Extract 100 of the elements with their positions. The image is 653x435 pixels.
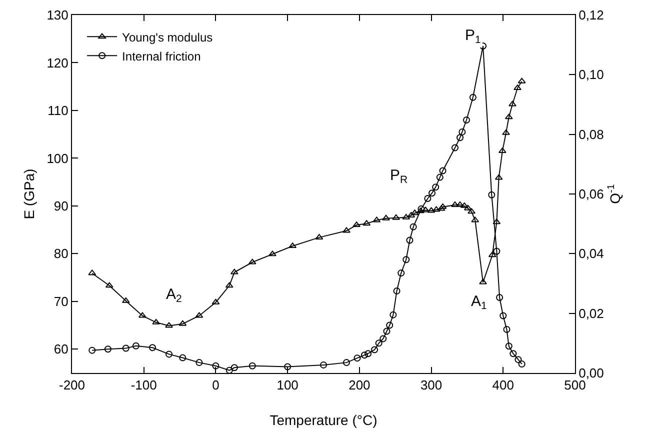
point [505, 342, 512, 350]
point [416, 208, 424, 214]
point [502, 129, 510, 135]
y-tick-label: 110 [48, 103, 68, 118]
point [428, 190, 436, 197]
y2-tick-label: 0,10 [578, 67, 604, 82]
point [342, 359, 350, 366]
point [458, 128, 466, 136]
y-tick-label: 70 [54, 294, 68, 309]
y2-tick-label: 0,12 [578, 8, 604, 23]
point [284, 363, 292, 370]
point [422, 206, 430, 212]
point [439, 167, 446, 174]
point [410, 210, 419, 216]
y-tick-label: 100 [46, 150, 68, 166]
point [196, 359, 203, 366]
point [496, 294, 504, 302]
y-tick-label: 90 [54, 198, 68, 214]
point [398, 270, 405, 277]
point [354, 354, 361, 362]
point [380, 335, 387, 342]
point [471, 216, 480, 222]
point [488, 191, 496, 198]
x-tick-label: 200 [348, 378, 370, 393]
point [371, 346, 378, 354]
point [407, 212, 416, 218]
point [480, 42, 487, 50]
y2-tick-label: 0,08 [578, 126, 604, 142]
point [132, 342, 140, 350]
point [230, 364, 238, 372]
point [248, 362, 256, 370]
annotation: P$_{1}$ [465, 27, 482, 46]
point [510, 350, 517, 358]
point [362, 220, 371, 226]
point [469, 94, 476, 101]
point [360, 352, 368, 359]
point [88, 346, 96, 354]
point [492, 218, 501, 224]
point [372, 216, 381, 222]
point [386, 322, 394, 329]
point [432, 206, 440, 212]
point [463, 116, 470, 124]
point [383, 328, 390, 335]
point [165, 322, 173, 328]
point [493, 248, 500, 255]
point [518, 78, 526, 84]
x-axis-title: Temperature (°C) [270, 412, 378, 428]
point [382, 214, 390, 220]
y-tick-label: 130 [46, 8, 68, 23]
point [393, 287, 400, 294]
y-tick-label: 60 [54, 342, 68, 357]
point [248, 258, 256, 264]
point [122, 297, 130, 303]
point [178, 320, 187, 326]
point [226, 366, 233, 374]
point [508, 100, 516, 106]
point [488, 252, 496, 258]
x-tick-label: -100 [130, 378, 157, 393]
legend-label: Internal friction [122, 49, 201, 64]
point [375, 340, 382, 347]
point [320, 361, 327, 368]
point [288, 242, 297, 248]
point [315, 234, 324, 240]
point [225, 282, 234, 288]
annotation: A$_{2}$ [166, 286, 182, 306]
point [456, 134, 464, 142]
point [468, 208, 476, 214]
point [503, 326, 510, 333]
x-tick-label: 100 [276, 378, 298, 393]
legend-label: Young's modulus [122, 30, 213, 44]
point [437, 205, 446, 211]
point [104, 346, 112, 353]
point [268, 250, 276, 256]
point [436, 174, 444, 181]
point [410, 223, 417, 230]
point [518, 360, 526, 368]
y2-tick-label: 0,02 [578, 306, 604, 321]
point [514, 356, 522, 364]
point [438, 203, 447, 209]
point [105, 282, 114, 288]
point [402, 256, 410, 264]
x-tick-label: 0 [212, 378, 220, 393]
point [392, 214, 400, 220]
annotation: P$_{R}$ [390, 167, 408, 186]
point [195, 312, 204, 318]
x-tick-label: 400 [492, 378, 514, 393]
point [460, 202, 468, 208]
point [456, 201, 464, 207]
point [364, 350, 372, 358]
point [494, 174, 503, 180]
point [148, 344, 156, 352]
y2-tick-label: 0,06 [578, 186, 604, 202]
point [464, 204, 472, 210]
point [122, 344, 130, 352]
point [500, 312, 507, 320]
point [402, 214, 410, 220]
annotation: A$_{1}$ [471, 293, 488, 312]
point [179, 354, 186, 362]
y-axis-title: E (GPa) [21, 168, 37, 220]
point [418, 205, 425, 212]
